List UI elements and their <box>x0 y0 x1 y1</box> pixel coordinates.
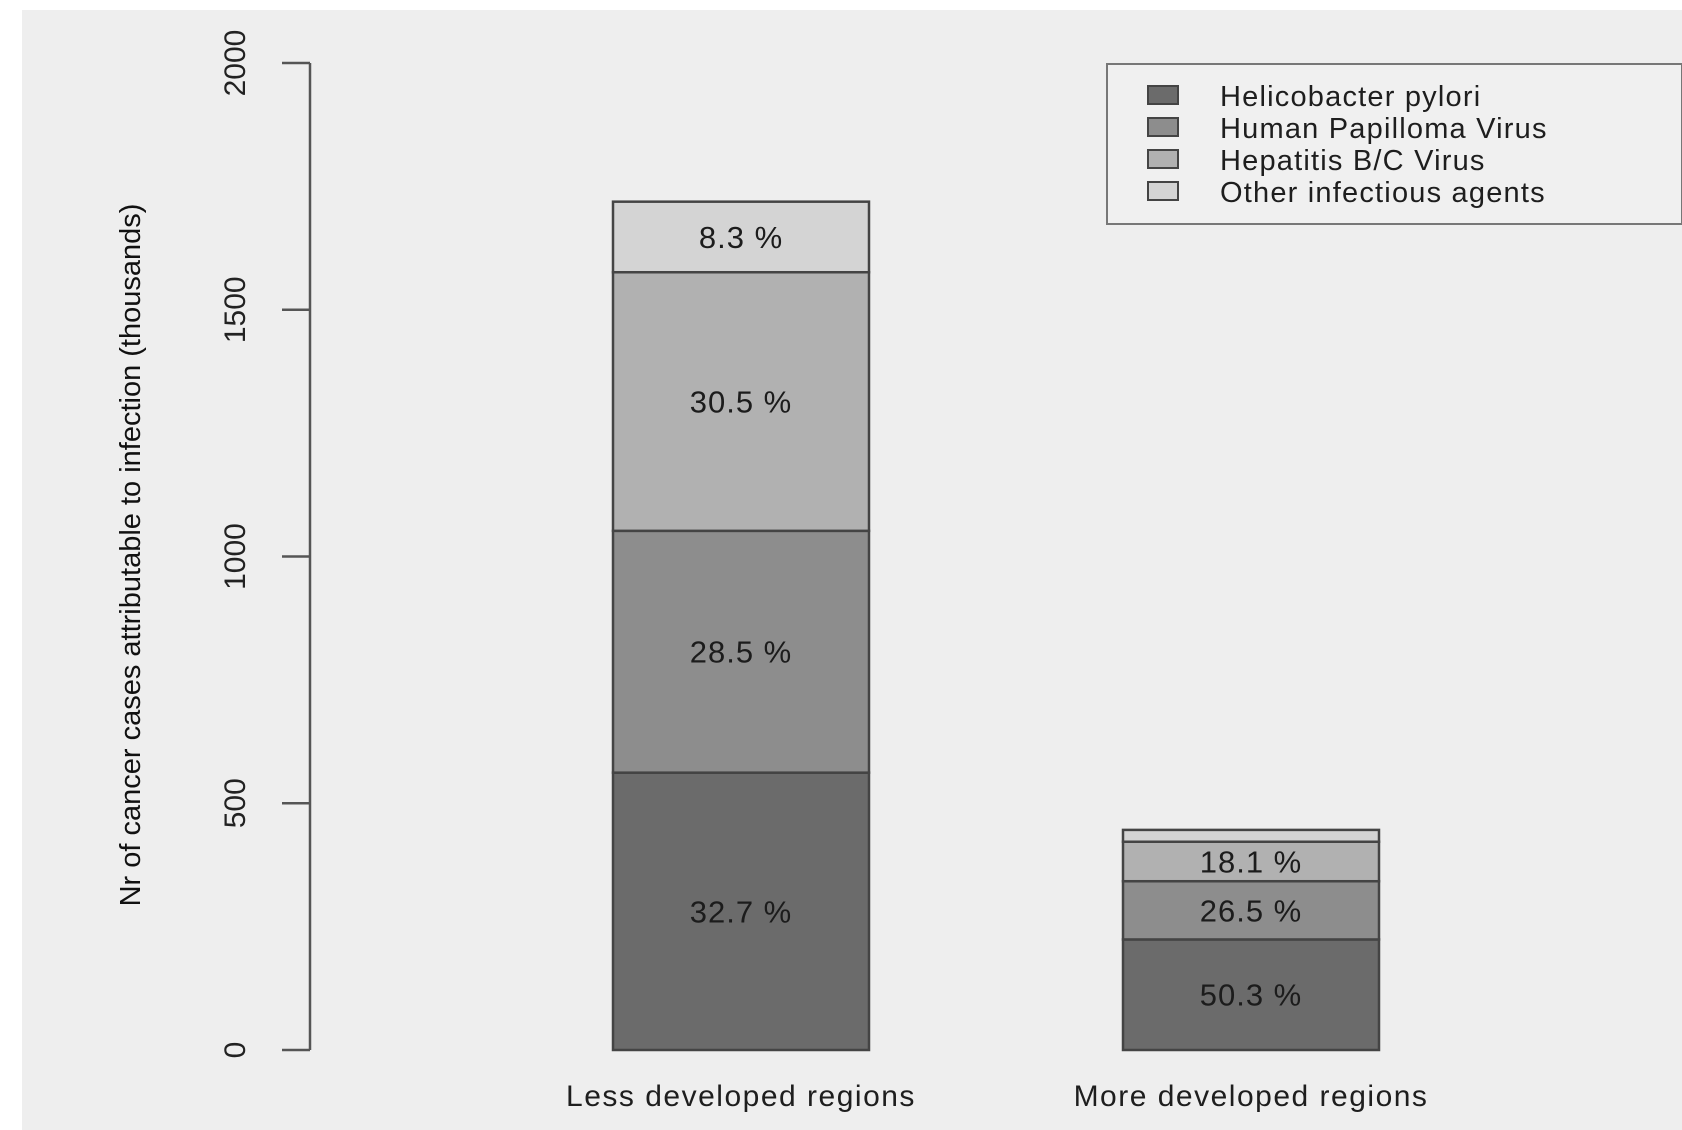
bar-segment-label: 32.7 % <box>690 894 793 929</box>
bar-segment-label: 30.5 % <box>690 385 793 420</box>
legend-swatch <box>1147 117 1179 137</box>
bar-segment-label: 8.3 % <box>699 220 783 255</box>
bar-segment <box>611 529 871 774</box>
legend-swatch <box>1147 181 1179 201</box>
bar-segment-label: 18.1 % <box>1200 844 1303 879</box>
bar-segment <box>611 771 871 1052</box>
bar-segment-label: 28.5 % <box>690 635 793 670</box>
y-tick-label: 1500 <box>219 276 252 343</box>
y-tick-label: 0 <box>219 1042 252 1059</box>
bar-segment <box>611 200 871 274</box>
legend-label: Other infectious agents <box>1220 177 1546 209</box>
legend-label: Helicobacter pylori <box>1220 81 1481 113</box>
x-category-label: Less developed regions <box>566 1080 916 1113</box>
bar-segment <box>1121 938 1381 1052</box>
bar-segment <box>611 270 871 533</box>
bar-segment <box>1121 879 1381 941</box>
legend-swatch <box>1147 149 1179 169</box>
bar-segment <box>1121 828 1381 843</box>
legend-label: Human Papilloma Virus <box>1220 113 1548 145</box>
x-category-label: More developed regions <box>1074 1080 1429 1113</box>
y-tick-label: 1000 <box>219 523 252 590</box>
legend-box <box>1106 63 1682 225</box>
legend-swatch <box>1147 85 1179 105</box>
legend-label: Hepatitis B/C Virus <box>1220 145 1486 177</box>
y-tick-label: 2000 <box>219 30 252 97</box>
y-axis-title: Nr of cancer cases attributable to infec… <box>115 204 147 907</box>
bar-segment-label: 50.3 % <box>1200 978 1303 1013</box>
y-tick-label: 500 <box>219 778 252 828</box>
bar-segment-label: 26.5 % <box>1200 893 1303 928</box>
